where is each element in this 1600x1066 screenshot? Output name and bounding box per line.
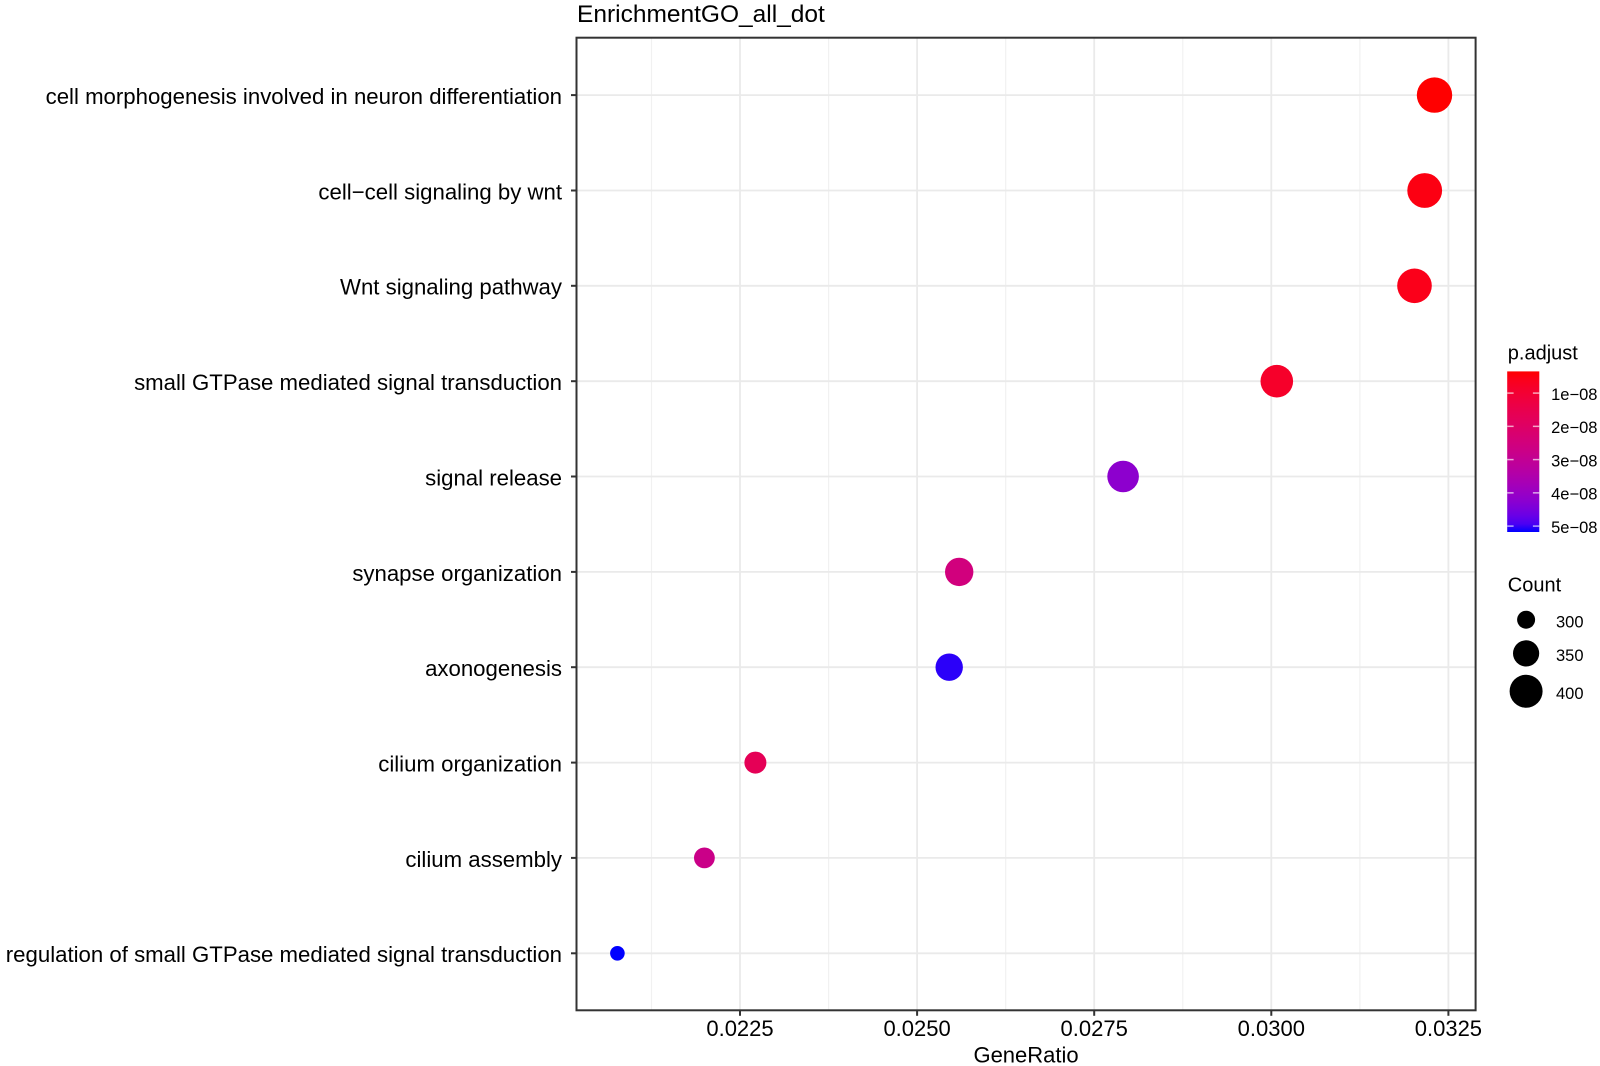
svg-text:400: 400	[1556, 685, 1584, 703]
svg-text:small GTPase mediated signal t: small GTPase mediated signal transductio…	[134, 370, 562, 395]
svg-text:regulation of small GTPase med: regulation of small GTPase mediated sign…	[6, 942, 562, 967]
svg-text:300: 300	[1556, 613, 1584, 631]
svg-text:cilium organization: cilium organization	[378, 752, 562, 777]
svg-text:0.0300: 0.0300	[1238, 1016, 1305, 1041]
svg-text:0.0225: 0.0225	[706, 1016, 773, 1041]
svg-text:signal release: signal release	[425, 465, 562, 490]
svg-text:1e−08: 1e−08	[1551, 386, 1597, 404]
svg-text:EnrichmentGO_all_dot: EnrichmentGO_all_dot	[577, 1, 825, 28]
svg-text:cell morphogenesis involved in: cell morphogenesis involved in neuron di…	[46, 84, 562, 109]
svg-text:cilium assembly: cilium assembly	[405, 847, 562, 872]
svg-text:5e−08: 5e−08	[1551, 519, 1597, 537]
svg-text:2e−08: 2e−08	[1551, 419, 1597, 437]
svg-text:Count: Count	[1508, 575, 1562, 597]
svg-text:0.0275: 0.0275	[1061, 1016, 1128, 1041]
svg-text:axonogenesis: axonogenesis	[425, 656, 562, 681]
svg-text:Wnt signaling pathway: Wnt signaling pathway	[340, 275, 563, 300]
svg-text:3e−08: 3e−08	[1551, 452, 1597, 470]
svg-text:synapse organization: synapse organization	[352, 561, 562, 586]
svg-text:GeneRatio: GeneRatio	[973, 1042, 1078, 1066]
svg-text:cell−cell signaling by wnt: cell−cell signaling by wnt	[318, 179, 562, 204]
svg-text:p.adjust: p.adjust	[1508, 343, 1578, 365]
svg-text:350: 350	[1556, 647, 1584, 665]
svg-text:4e−08: 4e−08	[1551, 486, 1597, 504]
svg-text:0.0325: 0.0325	[1415, 1016, 1482, 1041]
svg-text:0.0250: 0.0250	[883, 1016, 950, 1041]
